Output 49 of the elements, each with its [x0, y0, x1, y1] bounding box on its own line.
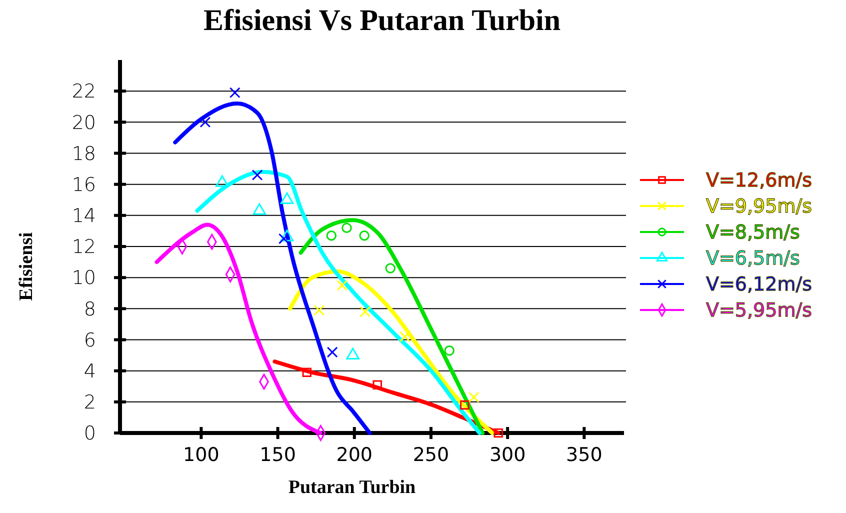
legend-label: V=9,95m/s	[706, 196, 812, 218]
y-tick-label: 22	[72, 80, 96, 103]
point	[336, 280, 348, 291]
line-series	[195, 170, 482, 435]
point	[385, 263, 396, 274]
x-axis-title: Putaran Turbin	[288, 477, 416, 498]
y-tick-label: 2	[84, 392, 96, 414]
point	[372, 380, 382, 390]
y-tick-label: 0	[84, 422, 96, 445]
y-axis-title: Efisiensi	[16, 232, 37, 301]
point	[326, 346, 338, 358]
point	[326, 230, 337, 241]
point	[360, 306, 371, 318]
y-tick-label: 6	[84, 329, 96, 352]
line-series	[298, 218, 485, 435]
x-tick-label: 300	[489, 444, 526, 466]
y-tick-label: 20	[72, 112, 96, 134]
y-tick-label: 14	[72, 205, 96, 228]
point	[359, 230, 370, 241]
point	[399, 331, 410, 342]
point	[468, 392, 480, 403]
legend-label: V=6,12m/s	[706, 274, 812, 296]
x-tick-label: 350	[566, 444, 602, 466]
point	[252, 170, 263, 180]
legend-label: V=6,5m/s	[706, 248, 800, 270]
legend-label: V=12,6m/s	[706, 170, 812, 192]
point	[494, 428, 504, 438]
y-tick-label: 16	[72, 174, 96, 196]
y-tick-label: 18	[72, 142, 96, 165]
legend-label: V=5,95m/s	[706, 300, 812, 322]
point	[229, 87, 240, 98]
x-tick-label: 150	[260, 444, 296, 466]
y-tick-label: 8	[84, 298, 96, 320]
chart-title: Efisiensi Vs Putaran Turbin	[203, 4, 561, 37]
y-tick-label: 4	[84, 360, 96, 382]
point	[342, 222, 352, 233]
point	[200, 116, 211, 128]
x-tick-label: 250	[412, 444, 450, 466]
point	[460, 400, 470, 410]
x-tick-label: 200	[336, 444, 373, 466]
point	[302, 368, 312, 378]
point	[314, 304, 325, 316]
legend-label: V=8,5m/s	[706, 222, 800, 244]
y-tick-label: 12	[72, 236, 96, 258]
line-series	[173, 102, 372, 435]
point	[444, 346, 454, 356]
y-tick-label: 10	[72, 267, 96, 290]
x-tick-label: 100	[183, 444, 220, 466]
line-series	[288, 269, 494, 435]
